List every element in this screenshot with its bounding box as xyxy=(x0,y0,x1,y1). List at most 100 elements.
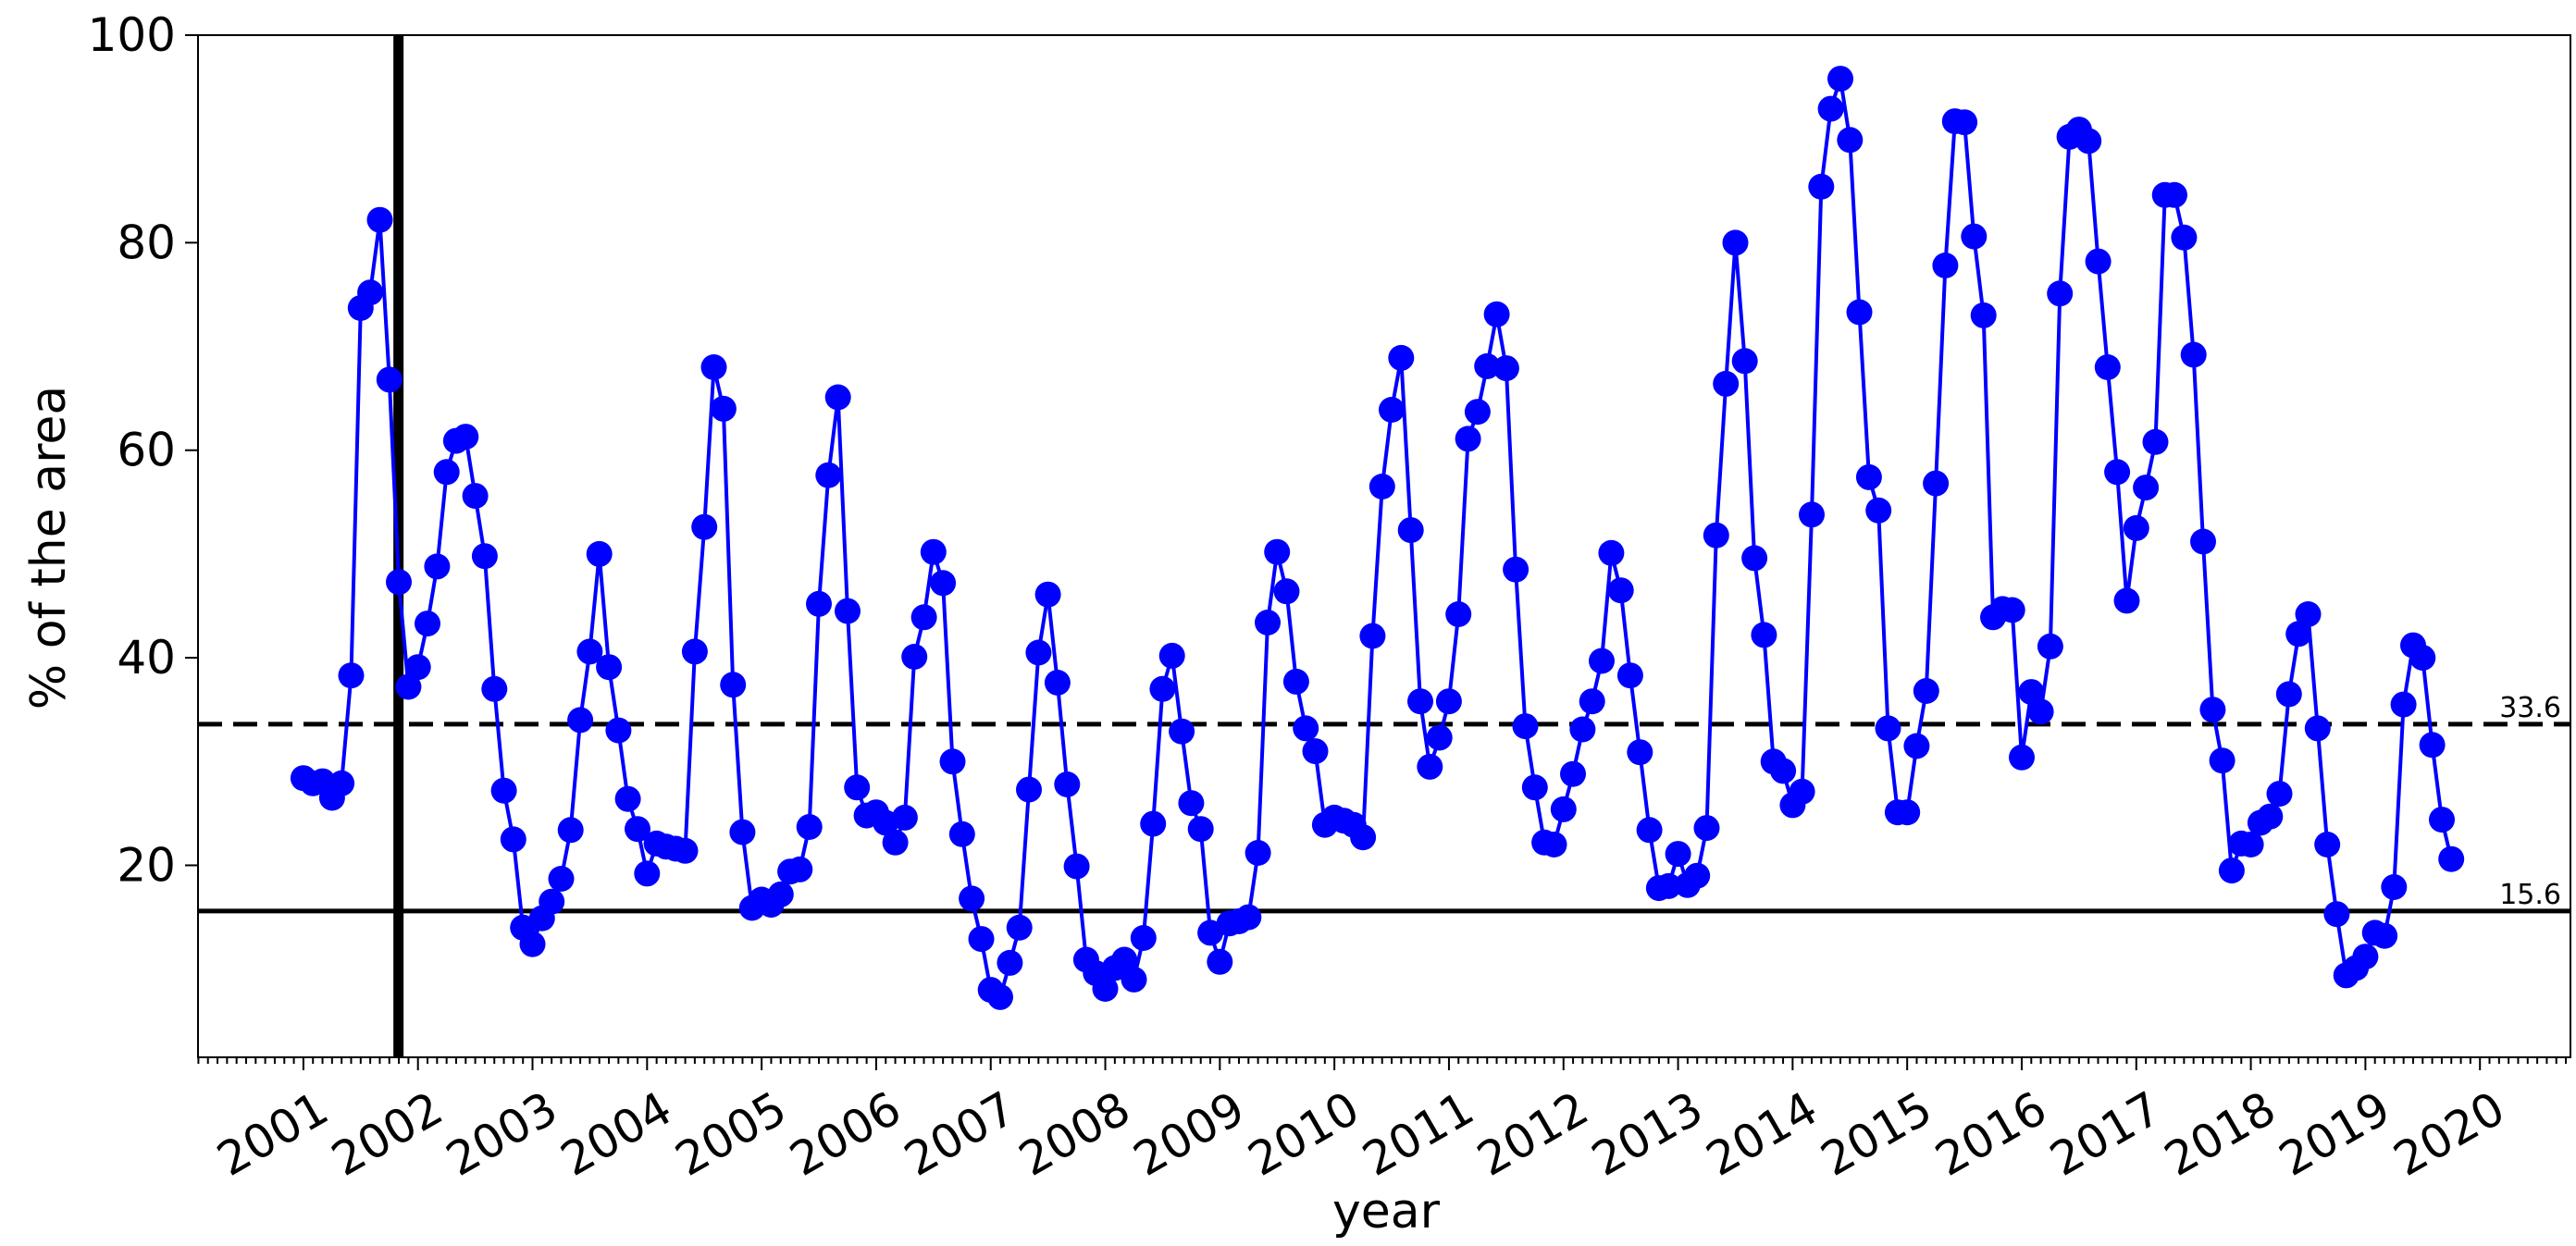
data-point xyxy=(729,819,756,845)
data-point xyxy=(2171,224,2198,251)
data-point xyxy=(1368,474,1395,500)
data-point xyxy=(2161,181,2187,208)
data-point xyxy=(1417,753,1443,780)
data-point xyxy=(366,206,393,233)
data-point xyxy=(1187,816,1214,843)
data-point xyxy=(815,462,842,488)
data-point xyxy=(357,279,384,306)
data-point xyxy=(997,949,1023,976)
x-tick-label: 2006 xyxy=(781,1081,910,1187)
data-point xyxy=(2237,832,2264,857)
data-point xyxy=(1016,776,1042,803)
data-point xyxy=(2180,341,2207,368)
data-point xyxy=(2372,922,2398,949)
x-tick-label: 2009 xyxy=(1125,1081,1254,1187)
data-point xyxy=(2037,633,2063,660)
data-point xyxy=(1808,173,1835,200)
data-point xyxy=(433,459,460,486)
data-point xyxy=(1034,581,1061,608)
x-axis-title: year xyxy=(1332,1184,1441,1240)
data-point xyxy=(1407,688,1433,715)
data-point xyxy=(1512,713,1539,740)
data-point xyxy=(2285,621,2312,648)
data-point xyxy=(882,829,909,856)
data-point xyxy=(1923,470,1950,497)
data-point xyxy=(471,543,498,570)
data-point xyxy=(1006,914,1033,941)
data-point xyxy=(1245,840,1271,866)
x-tick-label: 2017 xyxy=(2041,1081,2170,1187)
x-tick-label: 2005 xyxy=(666,1081,795,1187)
data-point xyxy=(1722,229,1749,256)
data-point xyxy=(1636,817,1663,844)
x-tick-label: 2010 xyxy=(1239,1081,1368,1187)
data-point xyxy=(328,770,355,796)
data-point xyxy=(1913,678,1939,704)
data-point xyxy=(625,816,650,843)
data-point xyxy=(1961,223,1988,250)
data-point xyxy=(1616,662,1643,689)
data-point xyxy=(1607,577,1634,604)
x-tick-label: 2003 xyxy=(438,1081,566,1187)
data-point xyxy=(2381,874,2408,900)
data-point xyxy=(576,638,603,665)
data-point xyxy=(939,748,966,775)
data-point xyxy=(1455,426,1481,452)
data-point xyxy=(1158,642,1185,669)
x-tick-label: 2020 xyxy=(2384,1081,2513,1187)
data-point xyxy=(844,774,871,801)
data-point xyxy=(452,424,479,450)
data-point xyxy=(1875,715,1901,742)
data-point xyxy=(806,590,832,617)
x-tick-label: 2018 xyxy=(2156,1081,2285,1187)
data-point xyxy=(1426,724,1453,751)
x-tick-label: 2001 xyxy=(208,1081,337,1187)
x-tick-label: 2015 xyxy=(1812,1081,1940,1187)
data-point xyxy=(2027,698,2054,725)
data-point xyxy=(1731,348,1758,375)
data-point xyxy=(567,707,594,734)
data-point xyxy=(2104,459,2131,486)
data-point xyxy=(415,611,440,637)
data-point xyxy=(1044,670,1071,696)
data-point xyxy=(2199,697,2226,723)
data-point xyxy=(1799,501,1825,528)
x-tick-label: 2014 xyxy=(1698,1081,1827,1187)
data-point xyxy=(2009,744,2035,771)
data-point xyxy=(1970,302,1997,328)
data-point xyxy=(1483,301,1510,327)
data-point xyxy=(1865,497,1892,524)
data-point xyxy=(424,553,451,580)
data-point xyxy=(1770,758,1797,784)
data-point xyxy=(614,785,641,812)
data-point xyxy=(2018,679,2045,706)
data-point xyxy=(910,604,937,631)
data-point xyxy=(1121,966,1147,993)
data-point xyxy=(2438,845,2465,872)
x-tick-label: 2019 xyxy=(2271,1081,2399,1187)
data-point xyxy=(338,662,365,689)
data-point xyxy=(1541,832,1567,857)
data-point xyxy=(1111,946,1138,973)
data-point xyxy=(1703,522,1729,549)
data-point xyxy=(1464,399,1491,426)
data-point xyxy=(720,672,747,698)
y-tick-label: 40 xyxy=(117,631,176,685)
data-point xyxy=(2390,691,2417,718)
data-point xyxy=(968,926,995,953)
data-point xyxy=(2295,601,2322,627)
data-point xyxy=(519,931,546,957)
data-point xyxy=(1627,739,1653,766)
y-tick-label: 80 xyxy=(117,216,176,269)
data-point xyxy=(1149,675,1176,702)
data-point xyxy=(2409,645,2436,672)
data-point xyxy=(2257,803,2284,830)
data-point xyxy=(634,860,661,887)
data-point xyxy=(1569,716,1596,743)
data-point xyxy=(1273,578,1300,605)
data-point xyxy=(462,483,489,510)
x-tick-label: 2007 xyxy=(896,1081,1024,1187)
data-point xyxy=(2047,280,2074,307)
data-point xyxy=(786,856,813,882)
